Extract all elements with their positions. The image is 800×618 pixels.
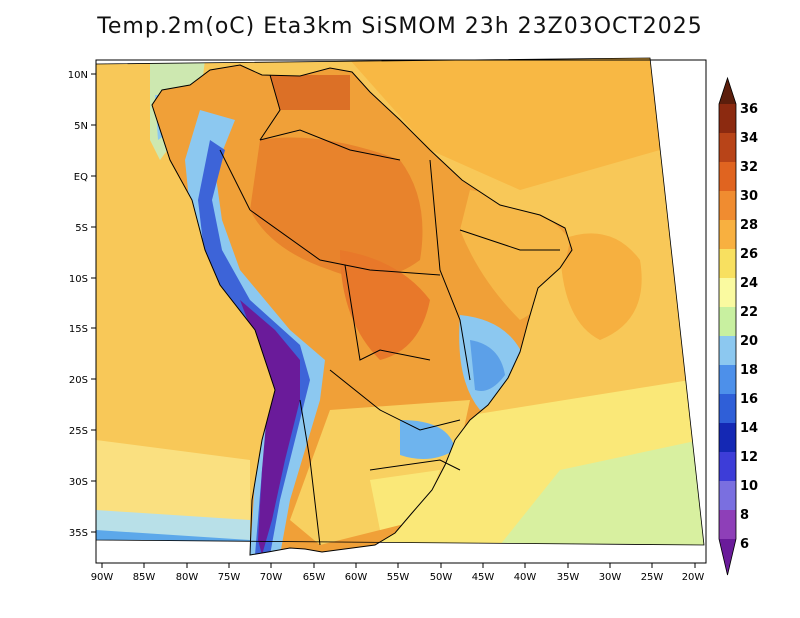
- colorbar-label-6: 6: [740, 537, 749, 552]
- southern-highlands-cool: [400, 420, 455, 459]
- chile-argentina-border: [299, 399, 321, 546]
- colorbar-segment-30-32: [719, 162, 736, 191]
- colorbar-label-28: 28: [740, 218, 758, 233]
- colorbar-label-30: 30: [740, 189, 758, 204]
- southeast-cold-region: [470, 340, 505, 391]
- longitude-axis: 90W 85W 80W 75W 70W 65W 60W 55W 50W 45W …: [91, 563, 705, 583]
- ocean-warm-east: [560, 233, 642, 340]
- colorbar-label-34: 34: [740, 131, 758, 146]
- lon-label-60w: 60W: [345, 572, 368, 583]
- lon-label-65w: 65W: [303, 572, 326, 583]
- lat-label-15s: 15S: [69, 324, 88, 335]
- lat-label-20s: 20S: [69, 375, 88, 386]
- colorbar-segment-6-8: [719, 510, 736, 539]
- colorbar-label-16: 16: [740, 392, 758, 407]
- colorbar-label-22: 22: [740, 305, 758, 320]
- colorbar-outline: [718, 76, 737, 576]
- lat-label-35s: 35S: [69, 528, 88, 539]
- ocean-warm-north: [350, 58, 660, 190]
- colorbar: 36 34 32 30 28 26 24 22 20 18 16 14 12 1…: [718, 76, 758, 576]
- colombia-border: [259, 74, 281, 141]
- colorbar-label-32: 32: [740, 160, 758, 175]
- lat-label-5s: 5S: [75, 223, 88, 234]
- lat-label-25s: 25S: [69, 426, 88, 437]
- colorbar-segment-10-12: [719, 452, 736, 481]
- colorbar-segment-12-14: [719, 423, 736, 452]
- andes-coldest-band: [240, 300, 300, 555]
- lon-label-45w: 45W: [472, 572, 495, 583]
- colorbar-segment-28-30: [719, 191, 736, 220]
- map-title: Temp.2m(oC) Eta3km SiSMOM 23h 23Z03OCT20…: [97, 14, 703, 39]
- colorbar-label-12: 12: [740, 450, 758, 465]
- colorbar-segment-8-10: [719, 481, 736, 510]
- boundary-lines: [151, 64, 573, 556]
- colorbar-segment-24-26: [719, 249, 736, 278]
- ecuador-peru-border: [219, 149, 251, 211]
- uruguay-mild: [370, 470, 440, 530]
- lon-label-75w: 75W: [218, 572, 241, 583]
- bolivia-border: [344, 264, 431, 361]
- colorbar-label-8: 8: [740, 508, 749, 523]
- colorbar-label-10: 10: [740, 479, 758, 494]
- central-hot-region: [340, 250, 430, 360]
- colorbar-segment-14-16: [719, 394, 736, 423]
- colorbar-label-18: 18: [740, 363, 758, 378]
- lat-label-eq: EQ: [74, 172, 88, 183]
- lat-label-5n: 5N: [74, 121, 88, 132]
- colorbar-min-arrow: [719, 539, 736, 575]
- lon-label-20w: 20W: [682, 572, 705, 583]
- lon-label-90w: 90W: [91, 572, 114, 583]
- colorbar-label-36: 36: [740, 102, 758, 117]
- colorbar-segment-34-36: [719, 104, 736, 133]
- lon-label-25w: 25W: [641, 572, 664, 583]
- colorbar-segment-26-28: [719, 220, 736, 249]
- lat-label-10s: 10S: [69, 274, 88, 285]
- lon-label-30w: 30W: [599, 572, 622, 583]
- lon-label-40w: 40W: [514, 572, 537, 583]
- colorbar-label-26: 26: [740, 247, 758, 262]
- colorbar-max-arrow: [719, 78, 736, 104]
- lon-label-70w: 70W: [260, 572, 283, 583]
- ocean-cool-southeast: [500, 440, 704, 545]
- northern-border: [259, 129, 401, 161]
- amazon-hot-region: [250, 137, 423, 278]
- axes-frame: [95, 59, 707, 564]
- lon-label-35w: 35W: [557, 572, 580, 583]
- central-brazil-border: [429, 159, 471, 381]
- northeast-border: [459, 229, 560, 251]
- colorbar-segment-18-20: [719, 336, 736, 365]
- colorbar-label-14: 14: [740, 421, 758, 436]
- lon-label-85w: 85W: [133, 572, 156, 583]
- colorbar-segment-32-34: [719, 133, 736, 162]
- lon-label-55w: 55W: [387, 572, 410, 583]
- lon-label-80w: 80W: [176, 572, 199, 583]
- colorbar-segment-20-22: [719, 307, 736, 336]
- venezuela-hot-region: [270, 75, 350, 110]
- colorbar-label-20: 20: [740, 334, 758, 349]
- lat-label-30s: 30S: [69, 477, 88, 488]
- colorbar-label-24: 24: [740, 276, 758, 291]
- lat-label-10n: 10N: [68, 70, 88, 81]
- paraguay-border: [329, 369, 461, 431]
- latitude-axis: 10N 5N EQ 5S 10S 15S 20S 25S 30S 35S: [68, 70, 96, 539]
- lon-label-50w: 50W: [430, 572, 453, 583]
- uruguay-border: [369, 459, 461, 471]
- colorbar-segment-16-18: [719, 365, 736, 394]
- colorbar-segment-22-24: [719, 278, 736, 307]
